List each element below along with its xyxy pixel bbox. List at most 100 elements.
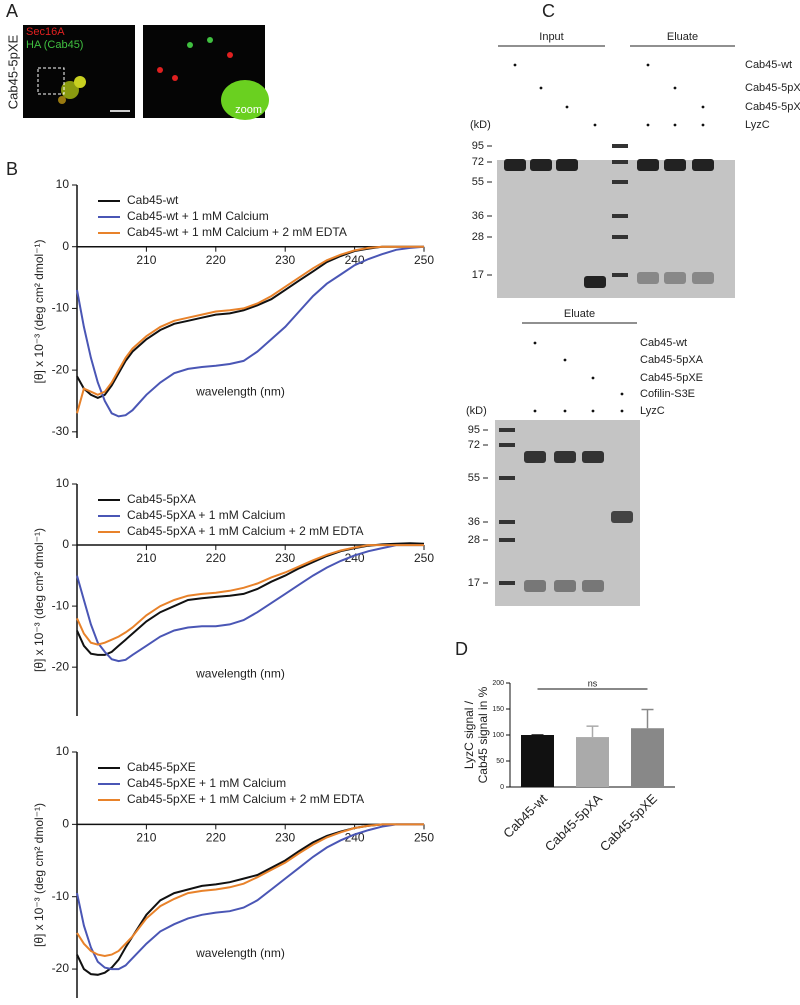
signal (74, 76, 86, 88)
lane-dot (563, 409, 567, 413)
marker-band (612, 144, 628, 148)
group-label: Eluate (564, 308, 595, 320)
y-tick-label: 0 (62, 817, 69, 831)
marker-label: 95 (472, 140, 484, 152)
bar (521, 735, 554, 787)
x-tick-label: 250 (414, 253, 434, 267)
marker-label: 28 (468, 534, 480, 546)
legend-label: Cab45-5pXA + 1 mM Calcium (127, 508, 285, 522)
lane-label: LyzC (640, 405, 665, 417)
legend-label: Cab45-5pXE + 1 mM Calcium + 2 mM EDTA (127, 792, 364, 806)
series-line (76, 823, 424, 958)
panel-label: B (6, 159, 18, 179)
legend-label: Cab45-5pXE (127, 760, 196, 774)
lane-dot (620, 409, 624, 413)
gel-band (664, 159, 686, 171)
marker-band (499, 520, 515, 524)
lane-label: Cab45-5pXA (640, 354, 704, 366)
y-tick-label: -10 (52, 598, 70, 612)
lane-label: Cab45-5pXE (745, 101, 800, 113)
signal (187, 42, 193, 48)
lane-dot (591, 409, 595, 413)
lane-label: Cab45-5pXA (745, 82, 800, 94)
x-tick-label: 220 (206, 551, 226, 565)
y-tick-label: -20 (52, 362, 70, 376)
marker-label: 72 (468, 439, 480, 451)
marker-band (499, 581, 515, 585)
y-tick-label: -20 (52, 961, 70, 975)
lane-label: Cab45-wt (640, 337, 687, 349)
y-tick-label: 10 (56, 476, 70, 490)
marker-band (612, 160, 628, 164)
lane-dot (620, 392, 624, 396)
y-tick-label: 200 (492, 680, 504, 687)
y-tick-label: 10 (56, 177, 70, 191)
series-line (76, 542, 425, 656)
marker-band (499, 428, 515, 432)
lane-dot (646, 63, 650, 67)
marker-label: 95 (468, 424, 480, 436)
series-line (76, 245, 424, 414)
legend-label: Cab45-5pXA + 1 mM Calcium + 2 mM EDTA (127, 524, 364, 538)
lane-dot (646, 123, 650, 127)
signal (172, 75, 178, 81)
marker-label: 28 (472, 231, 484, 243)
signal (58, 96, 66, 104)
x-tick-label: 210 (136, 551, 156, 565)
x-tick-label: Cab45-5pXE (597, 791, 660, 854)
micrograph (23, 25, 135, 118)
x-tick-label: Cab45-5pXA (542, 791, 605, 854)
x-tick-label: 220 (206, 253, 226, 267)
unit-label: (kD) (470, 119, 491, 131)
y-tick-label: 100 (492, 732, 504, 739)
zoom-box (37, 67, 65, 95)
gel-band (611, 511, 633, 523)
group-label: Input (539, 31, 563, 43)
x-tick-label: 250 (414, 831, 434, 845)
marker-band (612, 273, 628, 277)
signal (221, 80, 269, 120)
lane-dot (591, 376, 595, 380)
marker-band (612, 214, 628, 218)
y-tick-label: -10 (52, 301, 70, 315)
panel-label: C (542, 1, 555, 21)
lane-dot (563, 358, 567, 362)
lane-label: Cofilin-S3E (640, 388, 695, 400)
legend-label: Cab45-wt (127, 193, 179, 207)
signal (207, 37, 213, 43)
marker-label: 17 (468, 577, 480, 589)
lane-label: LyzC (745, 119, 770, 131)
lane-dot (593, 123, 597, 127)
y-axis-label: [θ] x 10⁻³ (deg cm² dmol⁻¹) (32, 803, 46, 947)
marker-label: 72 (472, 156, 484, 168)
y-tick-label: 0 (62, 537, 69, 551)
panel-label: D (455, 639, 468, 659)
gel-band (584, 276, 606, 288)
annotation: ns (588, 678, 598, 688)
gel-band (556, 159, 578, 171)
legend-label: Cab45-wt + 1 mM Calcium (127, 209, 269, 223)
marker-label: 55 (472, 176, 484, 188)
x-axis-label: wavelength (nm) (195, 946, 285, 960)
y-tick-label: 10 (56, 744, 70, 758)
gel-band (582, 580, 604, 592)
marker-band (499, 476, 515, 480)
x-tick-label: 220 (206, 831, 226, 845)
gel-band (530, 159, 552, 171)
marker-band (612, 180, 628, 184)
gel-band (637, 159, 659, 171)
gel-band (637, 272, 659, 284)
y-axis-label: [θ] x 10⁻³ (deg cm² dmol⁻¹) (32, 528, 46, 672)
y-axis-label: LyzC signal / (462, 700, 476, 769)
channel-label: Sec16A (26, 26, 65, 38)
marker-label: 55 (468, 472, 480, 484)
marker-band (612, 235, 628, 239)
legend-label: Cab45-5pXE + 1 mM Calcium (127, 776, 286, 790)
y-tick-label: 0 (62, 239, 69, 253)
lane-dot (673, 123, 677, 127)
series-line (76, 823, 424, 971)
lane-dot (533, 341, 537, 345)
gel-band (582, 451, 604, 463)
y-tick-label: 150 (492, 706, 504, 713)
x-tick-label: 230 (275, 551, 295, 565)
